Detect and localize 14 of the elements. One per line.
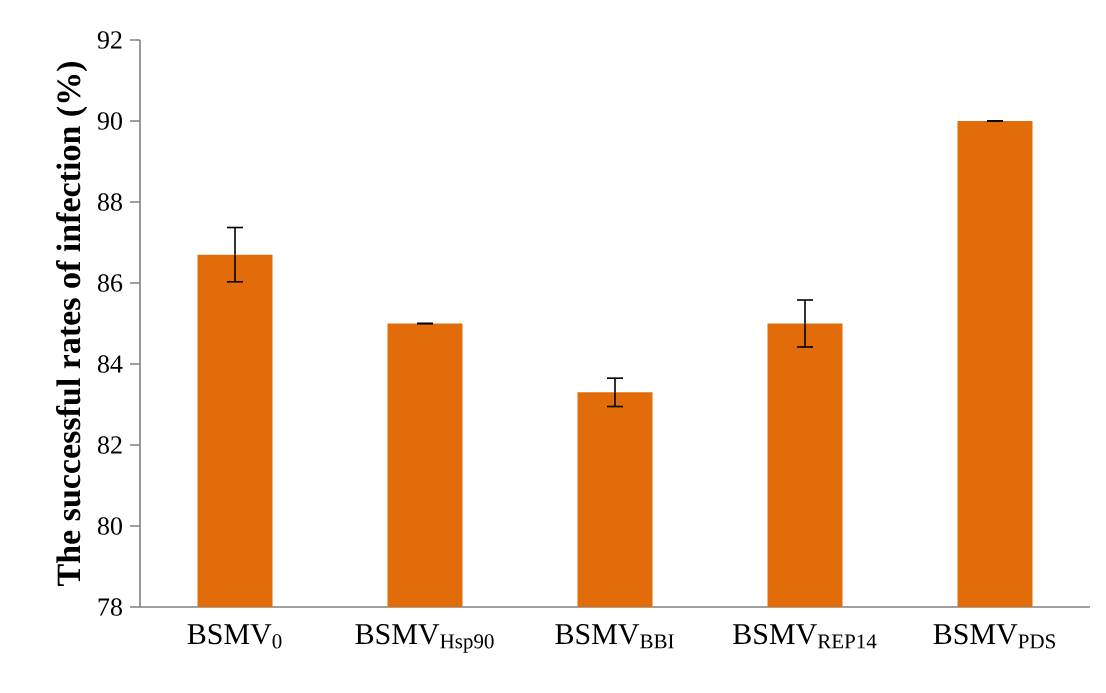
x-tick-label: BSMV$_{0}$ (187, 624, 282, 649)
y-tick-label: 88 (97, 193, 122, 211)
y-axis-title: The successful rates of infection (%) (56, 62, 88, 586)
y-tick-label: 80 (97, 517, 122, 535)
y-tick-label: 86 (97, 274, 123, 292)
y-tick-label: 84 (97, 355, 123, 373)
y-tick-label: 92 (97, 31, 122, 49)
x-tick-label: BSMV$_{BBI}$ (555, 624, 674, 649)
y-tick-label: 82 (97, 436, 122, 454)
x-tick-label: BSMV$_{Hsp90}$ (355, 624, 494, 653)
y-tick-label: 78 (98, 598, 122, 616)
x-tick-label: BSMV$_{PDS}$ (933, 624, 1055, 649)
y-tick-label: 90 (97, 112, 122, 130)
x-tick-label: BSMV$_{REP14}$ (733, 624, 877, 649)
